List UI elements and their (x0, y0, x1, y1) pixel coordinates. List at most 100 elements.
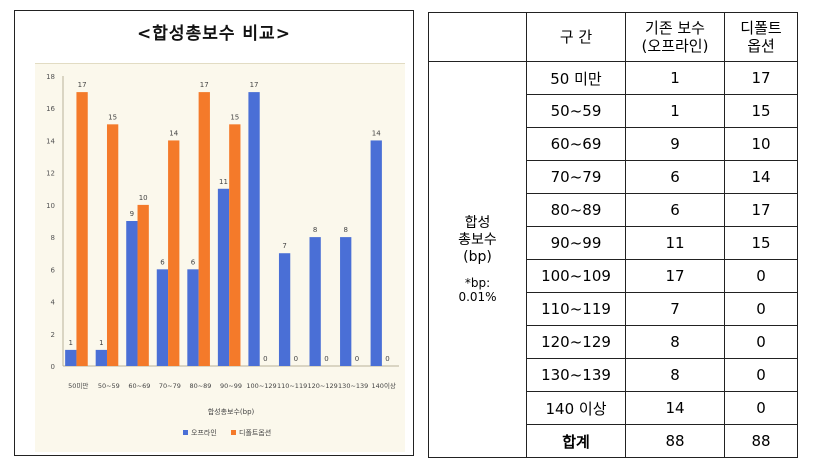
data-label: 10 (139, 194, 148, 202)
data-label: 0 (324, 355, 328, 363)
default-cell: 0 (724, 358, 798, 392)
x-tick-label: 130~139 (338, 382, 368, 390)
plot-area: 0 2 4 6 8 10 12 14 16 18 1 17 50미만 1 15 50~59 9 10 60~69 6 1… (35, 63, 405, 452)
data-label: 0 (355, 355, 359, 363)
data-label: 14 (372, 129, 381, 137)
x-tick-label: 120~129 (308, 382, 338, 390)
bar (156, 269, 169, 366)
table-row: 110~119 7 0 (429, 292, 798, 326)
offline-cell: 9 (625, 127, 725, 161)
offline-cell: 8 (625, 325, 725, 359)
range-cell: 100~109 (526, 259, 626, 293)
y-tick-label: 16 (46, 105, 55, 113)
data-label: 0 (385, 355, 389, 363)
bar (198, 92, 210, 366)
legend-swatch (183, 430, 188, 435)
bar-chart: 02468101214161811750미만11550~5991060~6961… (46, 73, 399, 437)
range-cell: 50 미만 (526, 61, 626, 95)
data-label: 6 (191, 258, 196, 266)
data-label: 15 (230, 113, 239, 121)
data-label: 17 (78, 81, 87, 89)
default-cell: 17 (724, 61, 798, 95)
data-label: 1 (99, 339, 103, 347)
header-offline: 기존 보수 (오프라인) (625, 12, 725, 62)
total-row: 합계 88 88 (429, 424, 798, 458)
data-label: 15 (108, 113, 117, 121)
bar (340, 237, 352, 366)
range-cell: 110~119 (526, 292, 626, 326)
bar (278, 253, 291, 366)
table-row: 140 이상 14 0 (429, 391, 798, 425)
bar (106, 124, 119, 366)
data-label: 0 (263, 355, 267, 363)
offline-cell: 11 (625, 226, 725, 260)
y-tick-label: 18 (46, 73, 55, 81)
x-axis-label: 합성총보수(bp) (208, 407, 255, 416)
data-label: 17 (200, 81, 209, 89)
x-tick-label: 90~99 (220, 382, 242, 390)
data-label: 8 (343, 226, 347, 234)
bar (309, 237, 321, 366)
data-label: 1 (69, 339, 73, 347)
y-tick-label: 6 (51, 266, 56, 274)
bar (187, 269, 199, 366)
default-cell: 15 (724, 94, 798, 128)
bar (95, 349, 107, 366)
default-cell: 0 (724, 391, 798, 425)
x-tick-label: 60~69 (128, 382, 150, 390)
x-tick-label: 70~79 (159, 382, 181, 390)
header-range: 구 간 (526, 12, 626, 62)
default-cell: 10 (724, 127, 798, 161)
bar (137, 204, 149, 366)
range-cell: 50~59 (526, 94, 626, 128)
y-tick-label: 8 (51, 234, 55, 242)
range-cell: 120~129 (526, 325, 626, 359)
comparison-table: 구 간 기존 보수 (오프라인) 디폴트 옵션 합성 총보수 (bp) *bp: 0.01%… (428, 12, 798, 458)
total-label: 합계 (526, 424, 626, 458)
y-tick-label: 14 (46, 137, 55, 145)
offline-cell: 17 (625, 259, 725, 293)
chart-panel: <합성총보수 비교> 0 2 4 6 8 10 12 14 16 18 1 17 50미만 1 15 50~5… (14, 10, 414, 456)
x-tick-label: 50~59 (98, 382, 120, 390)
range-cell: 70~79 (526, 160, 626, 194)
bar (65, 349, 77, 366)
default-cell: 0 (724, 259, 798, 293)
chart-title: <합성총보수 비교> (137, 24, 291, 44)
data-label: 0 (294, 355, 298, 363)
x-tick-label: 100~129 (246, 382, 276, 390)
offline-cell: 7 (625, 292, 725, 326)
y-tick-label: 2 (51, 331, 55, 339)
x-tick-label: 140이상 (372, 381, 396, 390)
x-tick-label: 80~89 (189, 382, 211, 390)
legend-label: 오프라인 (191, 428, 217, 437)
default-cell: 14 (724, 160, 798, 194)
legend-swatch (231, 430, 236, 435)
default-cell: 0 (724, 325, 798, 359)
x-tick-label: 110~119 (277, 382, 307, 390)
y-tick-label: 10 (46, 202, 55, 210)
side-label: 합성 총보수 (bp) *bp: 0.01% (428, 61, 527, 458)
bar (168, 140, 180, 366)
offline-cell: 6 (625, 160, 725, 194)
bar (126, 221, 138, 366)
offline-cell: 1 (625, 94, 725, 128)
default-cell: 0 (724, 292, 798, 326)
data-label: 6 (160, 258, 165, 266)
data-label: 17 (250, 81, 259, 89)
range-cell: 80~89 (526, 193, 626, 227)
default-cell: 15 (724, 226, 798, 260)
data-label: 14 (169, 129, 178, 137)
total-offline: 88 (625, 424, 725, 458)
header-default: 디폴트 옵션 (724, 12, 798, 62)
table-row: 60~69 9 10 (429, 127, 798, 161)
range-cell: 130~139 (526, 358, 626, 392)
table-row: 합성 총보수 (bp) *bp: 0.01% 50 미만 1 17 (428, 61, 798, 458)
data-label: 9 (130, 210, 134, 218)
data-label: 8 (313, 226, 317, 234)
table-row: 80~89 6 17 (429, 193, 798, 227)
unit-note: *bp: 0.01% (458, 276, 497, 304)
table-body: 합성 총보수 (bp) *bp: 0.01% 50 미만 1 17 50~59 1 15 60~69 9… (428, 61, 798, 458)
range-cell: 90~99 (526, 226, 626, 260)
bar (229, 124, 241, 366)
y-tick-label: 12 (46, 170, 55, 178)
